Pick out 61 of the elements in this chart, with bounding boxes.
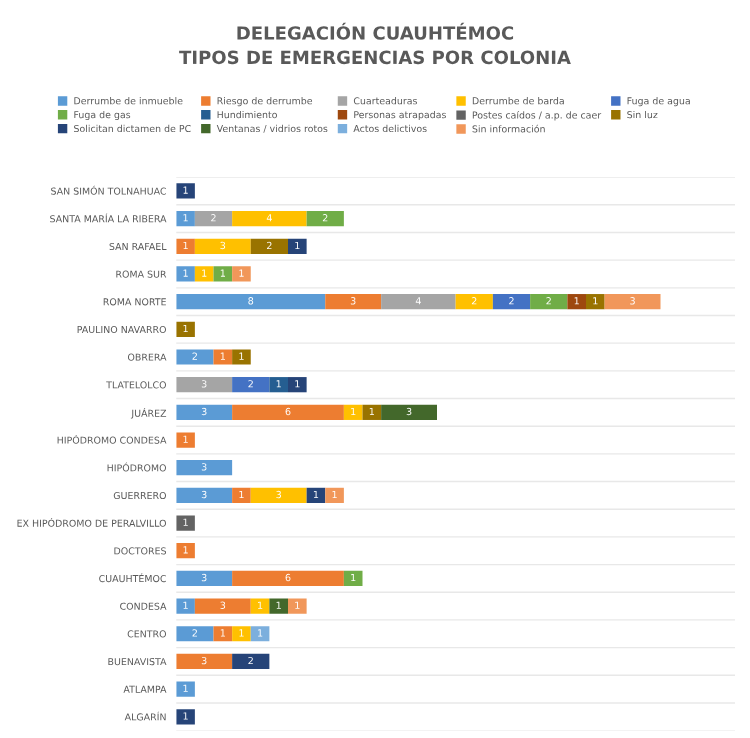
bar — [492, 294, 531, 310]
bar — [194, 266, 214, 282]
bar — [176, 460, 233, 476]
bar — [381, 404, 437, 420]
bar — [176, 515, 195, 531]
bar — [176, 432, 195, 448]
bar — [176, 404, 233, 420]
chart-title: DELEGACIÓN CUAUHTÉMOC TIPOS DE EMERGENCIAS POR COLONIA — [179, 22, 571, 65]
bar — [176, 543, 195, 559]
bar — [213, 349, 233, 365]
bar — [306, 487, 326, 503]
bar — [250, 626, 270, 642]
bar — [213, 266, 233, 282]
bar — [250, 598, 270, 614]
bar — [232, 349, 251, 365]
bar — [250, 487, 307, 503]
bar — [176, 321, 195, 337]
bar — [176, 487, 233, 503]
bar — [288, 598, 307, 614]
bar — [232, 626, 251, 642]
bar — [586, 294, 605, 310]
bar — [176, 294, 326, 310]
bar — [176, 238, 195, 254]
bar — [455, 294, 493, 310]
bar — [604, 294, 661, 310]
bar — [362, 404, 382, 420]
bar — [194, 238, 251, 254]
bar — [194, 211, 233, 227]
bar — [232, 211, 307, 227]
bar — [176, 570, 233, 587]
bar — [176, 377, 233, 393]
bar — [176, 183, 195, 199]
bar — [176, 598, 195, 614]
bar — [343, 570, 363, 587]
bar — [176, 709, 195, 725]
bar — [176, 681, 195, 697]
bar — [269, 598, 288, 614]
bar — [343, 404, 363, 420]
bar — [530, 294, 568, 310]
bar — [176, 266, 195, 282]
bar — [250, 238, 288, 254]
bar — [194, 598, 251, 614]
bar — [232, 377, 270, 393]
bar — [269, 377, 288, 393]
bar — [232, 653, 270, 670]
bar — [381, 294, 456, 310]
bar — [232, 266, 251, 282]
bar — [213, 626, 233, 642]
bar — [567, 294, 586, 310]
bar — [176, 349, 214, 365]
bar — [232, 404, 344, 420]
bar — [176, 626, 214, 642]
bar — [325, 294, 382, 310]
bar — [288, 377, 307, 393]
bar — [325, 487, 344, 503]
bar — [232, 570, 344, 587]
bar — [306, 211, 344, 227]
bar — [176, 653, 233, 670]
bar — [288, 238, 307, 254]
bar — [176, 211, 195, 227]
bar — [232, 487, 251, 503]
